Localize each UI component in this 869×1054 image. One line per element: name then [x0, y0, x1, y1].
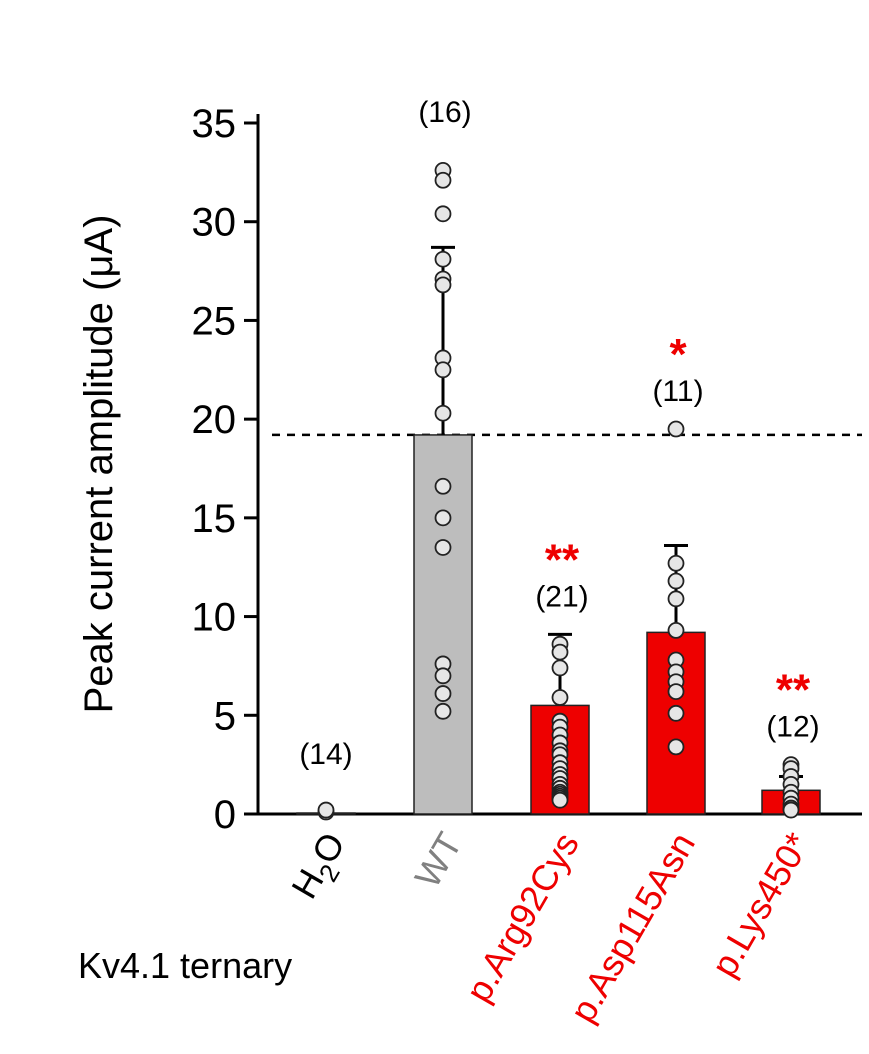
data-point: [434, 205, 452, 223]
bar-group-2: (21)**: [530, 535, 590, 815]
data-point: [667, 420, 685, 438]
category-label: H2O: [283, 826, 360, 910]
y-tick-label: 30: [192, 201, 237, 245]
category-label: WT: [406, 825, 469, 894]
y-tick-label: 20: [192, 398, 237, 442]
bar-group-4: (12)**: [761, 666, 821, 819]
data-point: [667, 683, 685, 700]
significance-marker: *: [669, 330, 687, 379]
category-label-end: O: [303, 826, 353, 871]
significance-marker: **: [776, 666, 811, 715]
data-point: [782, 801, 800, 819]
data-point: [667, 704, 685, 722]
data-point: [434, 250, 452, 268]
n-label: (21): [535, 580, 588, 613]
data-point: [317, 801, 335, 819]
bar-group-3: (11)*: [646, 330, 706, 815]
data-point: [551, 689, 569, 706]
data-point: [434, 276, 452, 294]
data-point: [667, 738, 685, 756]
data-point: [551, 659, 569, 677]
n-label: (16): [418, 96, 471, 129]
bar-group-1: (16): [413, 96, 473, 815]
data-point: [434, 667, 452, 685]
data-point: [434, 685, 452, 702]
group-label: Kv4.1 ternary: [78, 945, 292, 986]
category-label: p.Lys450*: [703, 826, 818, 984]
n-label: (14): [299, 738, 352, 771]
y-ticks: 0 5 10 15 20 25 30 35: [192, 102, 258, 837]
bar: [413, 434, 473, 815]
bar-group-0: (14): [296, 738, 356, 821]
data-point: [551, 791, 569, 809]
y-axis: 0 5 10 15 20 25 30 35: [192, 102, 260, 837]
y-tick-label: 25: [192, 299, 237, 343]
data-point: [434, 404, 452, 422]
y-tick-label: 10: [192, 596, 237, 640]
data-point: [434, 509, 452, 527]
data-point: [667, 621, 685, 639]
category-label: p.Arg92Cys: [457, 826, 587, 1009]
y-tick-label: 15: [192, 497, 237, 541]
y-tick-label: 0: [214, 793, 236, 837]
y-tick-label: 5: [214, 694, 236, 738]
data-point: [434, 702, 452, 720]
data-point: [667, 554, 685, 572]
data-point: [551, 643, 569, 661]
data-point: [434, 171, 452, 189]
bars: (14)(16)(21)**(11)*(12)**: [296, 96, 821, 821]
data-point: [434, 539, 452, 556]
y-axis-label: Peak current amplitude (μA): [77, 215, 121, 714]
n-label: (12): [766, 711, 819, 744]
y-tick-label: 35: [192, 102, 237, 146]
category-label: p.Asp115Asn: [562, 826, 703, 1030]
n-label: (11): [652, 375, 703, 408]
data-point: [667, 572, 685, 590]
data-point: [667, 590, 685, 608]
data-point: [434, 477, 452, 495]
significance-marker: **: [545, 535, 580, 584]
data-point: [434, 361, 452, 379]
